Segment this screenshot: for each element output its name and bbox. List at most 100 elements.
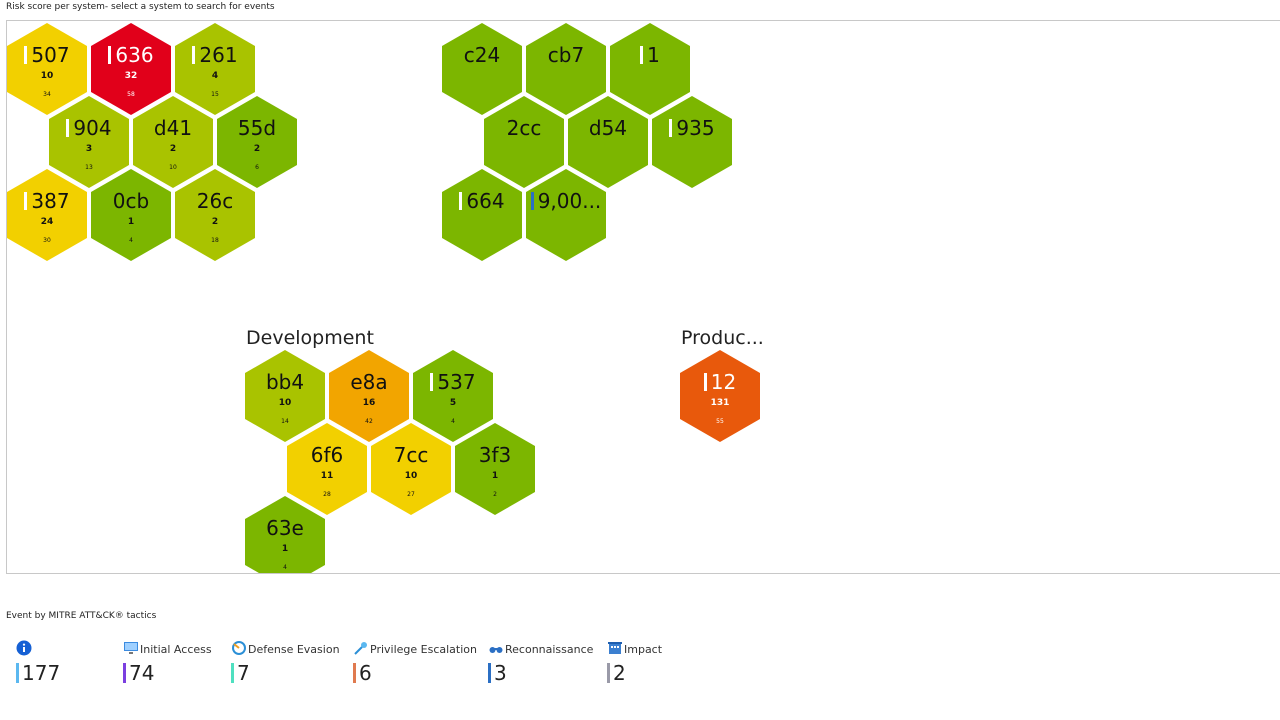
system-hex[interactable]: bb4 10 14 (245, 350, 325, 442)
system-hex-event-count: 6 (255, 164, 259, 171)
tactic-tile[interactable]: Defense Evasion 7 (231, 640, 340, 684)
system-hex-event-count: 28 (323, 491, 331, 498)
system-hex[interactable]: 9,00... (526, 169, 606, 261)
system-hex-name: 6f6 (287, 443, 367, 467)
system-hex-name: 387 (7, 189, 87, 213)
system-hex-event-count: 58 (127, 91, 135, 98)
tactic-header: Defense Evasion (231, 640, 340, 656)
group-title-development: Development (246, 327, 374, 349)
system-hex-name: 1 (610, 43, 690, 67)
hex-indicator-bar (430, 373, 434, 391)
system-hex[interactable]: 3f3 1 2 (455, 423, 535, 515)
system-hex-label: 63e (266, 516, 304, 540)
system-hex[interactable]: 63e 1 4 (245, 496, 325, 573)
monitor-icon (123, 640, 138, 654)
system-hex-name: d54 (568, 116, 648, 140)
system-hex[interactable]: 55d 2 6 (217, 96, 297, 188)
tactic-header: Impact (607, 640, 662, 656)
system-hex-event-count: 4 (283, 564, 287, 571)
tactic-color-bar (353, 663, 356, 683)
tactic-count: 3 (494, 661, 507, 685)
system-hex[interactable]: 261 4 15 (175, 23, 255, 115)
system-hex[interactable]: 935 (652, 96, 732, 188)
system-hex-risk-score: 11 (320, 471, 334, 481)
hex-indicator-bar (459, 192, 463, 210)
system-hex-label: 26c (196, 189, 234, 213)
system-hex-risk-score: 131 (710, 398, 730, 408)
system-hex-name: d41 (133, 116, 213, 140)
tactic-tile[interactable]: Impact 2 (607, 640, 662, 684)
system-hex-name: 537 (413, 370, 493, 394)
system-hex-risk-score: 2 (253, 144, 261, 154)
system-hex[interactable]: 26c 2 18 (175, 169, 255, 261)
hex-indicator-bar (24, 192, 28, 210)
tactic-count: 2 (613, 661, 626, 685)
system-hex-risk-score: 10 (278, 398, 292, 408)
tactic-header: Privilege Escalation (353, 640, 477, 656)
system-hex-label: c24 (463, 43, 501, 67)
system-hex-label: 935 (676, 116, 715, 140)
system-hex[interactable]: 6f6 11 28 (287, 423, 367, 515)
system-hex-label: 537 (437, 370, 476, 394)
tactic-tile[interactable]: 177 (16, 640, 60, 684)
system-hex-event-count: 14 (281, 418, 289, 425)
tactic-tile[interactable]: Initial Access 74 (123, 640, 212, 684)
system-hex-event-count: 27 (407, 491, 415, 498)
tactic-header: Reconnaissance (488, 640, 593, 656)
binoculars-icon (488, 640, 503, 654)
system-hex-name: 7cc (371, 443, 451, 467)
system-hex-label: 261 (199, 43, 238, 67)
system-hex-risk-score: 16 (362, 398, 376, 408)
system-hex[interactable]: 1 (610, 23, 690, 115)
system-hex-label: 6f6 (310, 443, 344, 467)
system-hex-name: bb4 (245, 370, 325, 394)
system-hex[interactable]: 2cc (484, 96, 564, 188)
tactic-count: 177 (22, 661, 61, 685)
tactic-color-bar (607, 663, 610, 683)
tactics-caption: Event by MITRE ATT&CK® tactics (6, 611, 157, 621)
system-hex-name: 507 (7, 43, 87, 67)
system-hex-name: 904 (49, 116, 129, 140)
tactic-tile[interactable]: Reconnaissance 3 (488, 640, 593, 684)
tactic-color-bar (488, 663, 491, 683)
system-hex[interactable]: e8a 16 42 (329, 350, 409, 442)
system-hex[interactable]: d41 2 10 (133, 96, 213, 188)
system-hex-label: 2cc (506, 116, 542, 140)
tactic-tile[interactable]: Privilege Escalation 6 (353, 640, 477, 684)
system-hex-name: cb7 (526, 43, 606, 67)
system-hex[interactable]: 537 5 4 (413, 350, 493, 442)
system-hex[interactable]: 0cb 1 4 (91, 169, 171, 261)
system-hex-label: 387 (31, 189, 70, 213)
system-hex-risk-score: 1 (491, 471, 499, 481)
tactic-count: 74 (129, 661, 155, 685)
risk-score-caption: Risk score per system- select a system t… (6, 2, 275, 12)
system-hex-label: 7cc (393, 443, 429, 467)
system-hex[interactable]: c24 (442, 23, 522, 115)
system-hex[interactable]: 664 (442, 169, 522, 261)
system-hex-label: d41 (153, 116, 193, 140)
system-hex[interactable]: 387 24 30 (7, 169, 87, 261)
system-hex[interactable]: 636 32 58 (91, 23, 171, 115)
system-hex-name: 26c (175, 189, 255, 213)
system-hex[interactable]: 904 3 13 (49, 96, 129, 188)
system-hex-name: 9,00... (526, 189, 606, 213)
building-icon (607, 640, 622, 654)
system-hex-label: e8a (350, 370, 388, 394)
system-hex-risk-score: 1 (281, 544, 289, 554)
system-hex-event-count: 42 (365, 418, 373, 425)
system-hex-label: 55d (237, 116, 277, 140)
system-hex-label: 664 (466, 189, 505, 213)
system-hex[interactable]: d54 (568, 96, 648, 188)
system-hex-label: 0cb (112, 189, 150, 213)
system-hex-label: bb4 (265, 370, 305, 394)
key-icon (353, 640, 367, 655)
system-hex[interactable]: 12 131 55 (680, 350, 760, 442)
hex-indicator-bar (192, 46, 196, 64)
system-hex[interactable]: cb7 (526, 23, 606, 115)
system-hex[interactable]: 7cc 10 27 (371, 423, 451, 515)
system-hex-name: 636 (91, 43, 171, 67)
tactic-count: 7 (237, 661, 250, 685)
system-hex[interactable]: 507 10 34 (7, 23, 87, 115)
hex-indicator-bar (530, 192, 534, 210)
tactic-color-bar (123, 663, 126, 683)
